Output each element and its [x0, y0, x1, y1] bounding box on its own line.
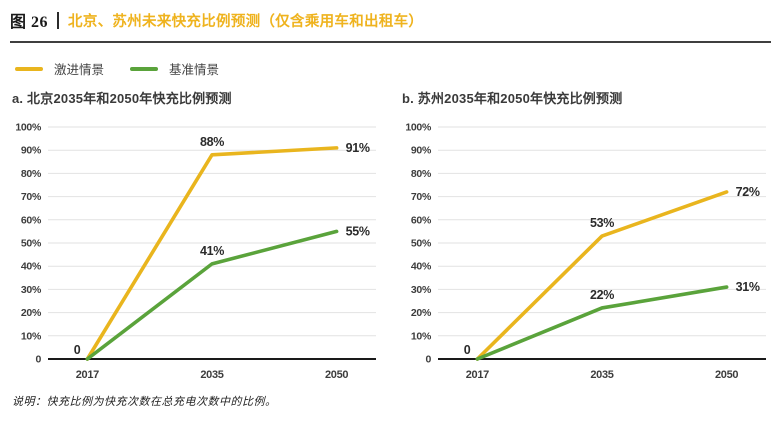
svg-text:100%: 100%: [405, 122, 432, 134]
svg-text:31%: 31%: [736, 280, 760, 294]
svg-text:0: 0: [74, 343, 81, 357]
beijing-line-chart: 0 10% 20% 30% 40% 50% 60% 70% 80% 90% 100% 2017 2035…: [15, 122, 376, 381]
svg-text:20%: 20%: [411, 307, 432, 319]
svg-text:40%: 40%: [411, 261, 432, 273]
svg-text:80%: 80%: [411, 168, 432, 180]
chart-legend: 激进情景 基准情景: [15, 59, 771, 78]
header-divider: [10, 41, 771, 43]
svg-text:2017: 2017: [76, 369, 99, 381]
beijing-chart-panel: a. 北京2035年和2050年快充比例预测 0 10% 20% 30% 40% 50% 6…: [10, 86, 382, 385]
svg-text:30%: 30%: [411, 284, 432, 296]
baseline-line-swatch: [130, 66, 159, 71]
svg-text:2050: 2050: [325, 369, 348, 381]
legend-item-baseline: 基准情景: [130, 59, 219, 78]
beijing-chart-subtitle: a. 北京2035年和2050年快充比例预测: [12, 91, 232, 106]
svg-text:53%: 53%: [590, 216, 614, 230]
svg-text:0: 0: [425, 354, 431, 366]
suzhou-chart-subtitle: b. 苏州2035年和2050年快充比例预测: [402, 91, 623, 106]
charts-row: a. 北京2035年和2050年快充比例预测 0 10% 20% 30% 40% 50% 6…: [10, 86, 771, 385]
svg-text:88%: 88%: [200, 135, 224, 149]
legend-label: 激进情景: [54, 63, 105, 77]
svg-text:20%: 20%: [21, 307, 42, 319]
figure-title: 北京、苏州未来快充比例预测（仅含乘用车和出租车）: [68, 13, 424, 30]
aggressive-line-swatch: [15, 66, 43, 71]
svg-text:22%: 22%: [590, 288, 614, 302]
suzhou-chart-panel: b. 苏州2035年和2050年快充比例预测 0 10% 20% 30% 40% 50% 6…: [400, 86, 772, 385]
svg-text:2035: 2035: [590, 369, 613, 381]
svg-text:10%: 10%: [411, 330, 432, 342]
svg-text:40%: 40%: [21, 261, 42, 273]
svg-text:55%: 55%: [346, 224, 370, 238]
figure-header: 图 26 北京、苏州未来快充比例预测（仅含乘用车和出租车）: [10, 6, 771, 34]
figure-number: 图 26: [10, 14, 49, 31]
svg-text:2035: 2035: [200, 369, 223, 381]
svg-text:100%: 100%: [15, 122, 42, 134]
svg-text:90%: 90%: [21, 145, 42, 157]
svg-text:50%: 50%: [411, 238, 432, 250]
svg-text:60%: 60%: [21, 214, 42, 226]
svg-text:10%: 10%: [21, 330, 42, 342]
svg-text:90%: 90%: [411, 145, 432, 157]
svg-text:2017: 2017: [466, 369, 489, 381]
svg-text:72%: 72%: [736, 185, 760, 199]
svg-text:80%: 80%: [21, 168, 42, 180]
figure-page: 图 26 北京、苏州未来快充比例预测（仅含乘用车和出租车） 激进情景 基准情景 …: [10, 6, 771, 408]
suzhou-line-chart: 0 10% 20% 30% 40% 50% 60% 70% 80% 90% 100% 2017 2035…: [405, 122, 766, 381]
title-separator: [57, 11, 60, 29]
svg-text:70%: 70%: [411, 191, 432, 203]
svg-text:2050: 2050: [715, 369, 738, 381]
legend-label: 基准情景: [169, 63, 220, 77]
legend-item-aggressive: 激进情景: [15, 59, 104, 78]
svg-text:41%: 41%: [200, 244, 224, 258]
svg-text:70%: 70%: [21, 191, 42, 203]
svg-text:60%: 60%: [411, 214, 432, 226]
svg-text:91%: 91%: [346, 141, 370, 155]
svg-text:30%: 30%: [21, 284, 42, 296]
figure-footnote: 说明：快充比例为快充次数在总充电次数中的比例。: [12, 396, 277, 408]
svg-text:0: 0: [464, 343, 471, 357]
svg-text:0: 0: [35, 354, 41, 366]
svg-text:50%: 50%: [21, 238, 42, 250]
